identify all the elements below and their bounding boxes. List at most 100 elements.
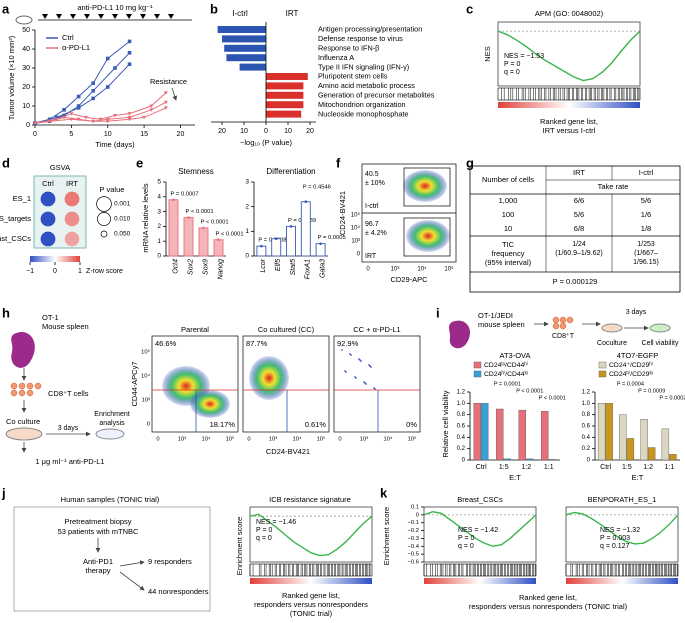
bar bbox=[266, 73, 308, 80]
heatmap-dot bbox=[64, 211, 80, 227]
bar bbox=[183, 217, 194, 257]
point bbox=[149, 108, 154, 112]
p-value-label: P < 0.0001 bbox=[186, 209, 214, 215]
table-row-label: (95% interval) bbox=[485, 258, 532, 267]
table-cell: (1/667– bbox=[634, 250, 658, 257]
legend-label: α-PD-L1 bbox=[62, 43, 90, 52]
x-tick-label: 10 bbox=[284, 128, 292, 135]
category-label: Amino acid metabolic process bbox=[318, 81, 415, 90]
schematic-label: 3 days bbox=[58, 425, 79, 432]
sample-label: IRT bbox=[365, 253, 377, 260]
schematic-label: analysis bbox=[99, 420, 125, 427]
schematic-label: 53 patients with mTNBC bbox=[58, 527, 139, 536]
point bbox=[83, 115, 88, 120]
p-value-label: P < 0.0001 bbox=[539, 395, 566, 401]
enrichment-curve bbox=[565, 511, 679, 545]
bar bbox=[300, 201, 311, 257]
table-header: Number of cells bbox=[482, 175, 534, 184]
legend-swatch bbox=[473, 370, 482, 378]
gsea-stat: NES = −1.32 bbox=[600, 527, 640, 534]
bar bbox=[481, 403, 489, 461]
y-tick-label: −0.5 bbox=[408, 552, 419, 558]
gsea-title: APM (GO: 0048002) bbox=[535, 9, 604, 18]
heatmap-title: GSVA bbox=[50, 163, 70, 172]
colorbar-tick-label: −1 bbox=[26, 268, 34, 275]
point bbox=[105, 56, 110, 61]
bar bbox=[286, 225, 296, 257]
category-label: Defense response to virus bbox=[318, 34, 403, 43]
y-tick-label: 40 bbox=[22, 46, 30, 53]
flow-dot bbox=[349, 353, 351, 355]
bar bbox=[473, 403, 481, 461]
x-axis-label: IRT versus I-ctrl bbox=[543, 126, 596, 135]
p-value-label: P < 0.0001 bbox=[516, 388, 543, 394]
y-tick-label: 50 bbox=[22, 27, 30, 34]
legend-swatch bbox=[473, 361, 482, 369]
y-tick-label: 1.2 bbox=[457, 390, 466, 396]
table-header: I-ctrl bbox=[639, 168, 654, 177]
dose-marker bbox=[56, 14, 62, 19]
bar bbox=[647, 447, 656, 461]
table-cell: 6/8 bbox=[574, 224, 584, 233]
cell-icon bbox=[10, 382, 18, 390]
y-tick-label: 30 bbox=[22, 65, 30, 72]
table-header: IRT bbox=[573, 168, 585, 177]
point bbox=[69, 112, 74, 116]
category-label: FoxA1 bbox=[305, 259, 312, 279]
dish-icon bbox=[5, 427, 43, 441]
bar bbox=[271, 238, 282, 257]
y-tick-label: 10⁴ bbox=[141, 373, 150, 380]
x-tick-label: 5 bbox=[69, 131, 73, 138]
flow-dot bbox=[374, 388, 376, 390]
table-cell: 100 bbox=[502, 210, 515, 219]
point bbox=[105, 85, 110, 89]
y-tick-label: 0.8 bbox=[582, 412, 591, 418]
y-tick-label: −0.3 bbox=[408, 536, 419, 542]
y-tick-label: 2 bbox=[245, 203, 249, 210]
bar bbox=[541, 411, 549, 461]
legend-label: CD24ʰⁱ/CD44ˡᵒ bbox=[484, 370, 529, 378]
x-tick-label: 0 bbox=[156, 437, 159, 443]
x-tick-label: 1:2 bbox=[643, 464, 653, 471]
chart-title: AT3-OVA bbox=[500, 351, 531, 360]
bar bbox=[597, 403, 606, 461]
bar bbox=[198, 227, 209, 257]
table-cell: 1/96.15) bbox=[633, 259, 659, 266]
y-axis-label: Enrichment score bbox=[382, 507, 391, 565]
y-tick-label: 3 bbox=[245, 179, 249, 186]
bar bbox=[526, 458, 534, 461]
y-tick-label: 0 bbox=[157, 253, 161, 260]
schematic-label: 3 days bbox=[626, 309, 647, 316]
bar bbox=[266, 101, 304, 109]
point bbox=[127, 51, 132, 55]
y-tick-label: 0 bbox=[462, 458, 466, 464]
legend-swatch bbox=[598, 361, 607, 369]
bar-dot bbox=[319, 242, 322, 245]
x-tick-label: 20 bbox=[306, 128, 314, 135]
category-label: Nucleoside monophosphate bbox=[318, 109, 408, 118]
panel-letter: c bbox=[466, 1, 473, 16]
p-value-label: P = 0.0004 bbox=[617, 381, 644, 387]
bar bbox=[605, 403, 613, 461]
category-label: Gata3 bbox=[319, 259, 326, 278]
table-cell: 1,000 bbox=[499, 196, 518, 205]
bar-dot bbox=[289, 225, 293, 228]
barcode-frame bbox=[565, 563, 679, 577]
x-tick-label: 0 bbox=[338, 437, 341, 443]
gsea-stat: P = 0 bbox=[256, 527, 273, 534]
point bbox=[163, 91, 168, 95]
y-tick-label: 10³ bbox=[351, 239, 360, 245]
dose-marker bbox=[98, 14, 104, 19]
flow-dot bbox=[359, 359, 361, 361]
point bbox=[47, 119, 52, 124]
x-tick-label: 10³ bbox=[391, 267, 400, 273]
arrow bbox=[119, 560, 145, 567]
y-tick-label: 0 bbox=[147, 422, 150, 428]
gsea-stat: NES = −1.42 bbox=[458, 527, 498, 534]
table-footer: P = 0.000129 bbox=[553, 277, 598, 286]
barcode-frame bbox=[423, 563, 537, 577]
flow-dot bbox=[344, 370, 346, 372]
legend-swatch bbox=[598, 370, 607, 378]
schematic-label: OT-1/JEDI bbox=[478, 311, 513, 320]
